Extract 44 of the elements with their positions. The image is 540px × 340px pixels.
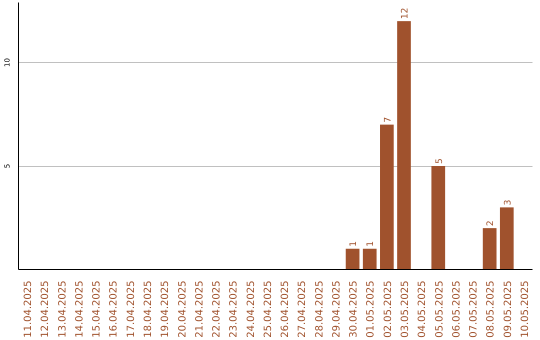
x-tick-label: 29.04.2025	[331, 280, 342, 338]
x-tick-label: 08.05.2025	[486, 280, 497, 338]
x-tick-label: 22.04.2025	[212, 280, 223, 338]
x-tick-label: 30.04.2025	[348, 280, 360, 338]
data-label: 7	[383, 116, 394, 123]
data-label: 5	[434, 158, 445, 164]
x-tick-label: 07.05.2025	[468, 280, 480, 338]
bar	[431, 166, 446, 270]
bar	[380, 124, 394, 270]
x-tick-label: 27.04.2025	[297, 280, 308, 338]
data-label: 3	[503, 200, 514, 206]
x-tick-label: 19.04.2025	[160, 280, 172, 338]
x-tick-label: 25.04.2025	[262, 280, 274, 338]
x-tick-label: 06.05.2025	[451, 280, 462, 338]
x-tick-label: 28.04.2025	[314, 280, 326, 338]
x-tick-label: 01.05.2025	[366, 280, 377, 338]
x-tick-label: 15.04.2025	[92, 280, 103, 338]
data-label: 1	[349, 241, 360, 247]
data-label: 2	[486, 220, 496, 226]
bar	[397, 21, 411, 270]
data-label: 12	[400, 8, 410, 20]
data-label: 1	[366, 241, 376, 247]
bar	[346, 248, 360, 270]
x-tick-label: 17.04.2025	[126, 280, 137, 338]
x-tick-label: 20.04.2025	[177, 280, 188, 338]
x-tick-label: 14.04.2025	[74, 280, 86, 338]
x-tick-label: 03.05.2025	[400, 280, 411, 338]
x-tick-label: 04.05.2025	[417, 280, 428, 338]
x-tick-label: 18.04.2025	[143, 280, 154, 338]
x-tick-label: 16.04.2025	[108, 280, 120, 338]
x-tick-label: 02.05.2025	[382, 280, 394, 338]
x-tick-label: 10.05.2025	[520, 280, 531, 338]
x-tick-label: 21.04.2025	[194, 280, 206, 338]
x-tick-label: 26.04.2025	[280, 280, 292, 338]
x-tick-label: 12.04.2025	[40, 280, 52, 338]
x-tick-label: 05.05.2025	[434, 280, 446, 338]
bar	[362, 248, 377, 270]
x-tick-label: 09.05.2025	[502, 280, 514, 338]
x-tick-label: 24.04.2025	[246, 280, 257, 338]
x-tick-label: 23.04.2025	[228, 280, 240, 338]
x-tick-label: 11.04.2025	[23, 280, 34, 338]
x-tick-label: 13.04.2025	[57, 280, 68, 338]
bar	[500, 207, 514, 270]
bar	[482, 228, 497, 270]
